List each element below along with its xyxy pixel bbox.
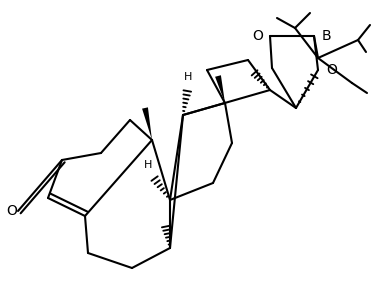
Text: H: H [184, 72, 192, 82]
Text: O: O [6, 204, 17, 218]
Polygon shape [142, 107, 152, 140]
Text: O: O [253, 29, 263, 43]
Text: O: O [327, 63, 338, 77]
Polygon shape [215, 75, 225, 103]
Text: H: H [144, 160, 152, 170]
Text: B: B [321, 29, 331, 43]
